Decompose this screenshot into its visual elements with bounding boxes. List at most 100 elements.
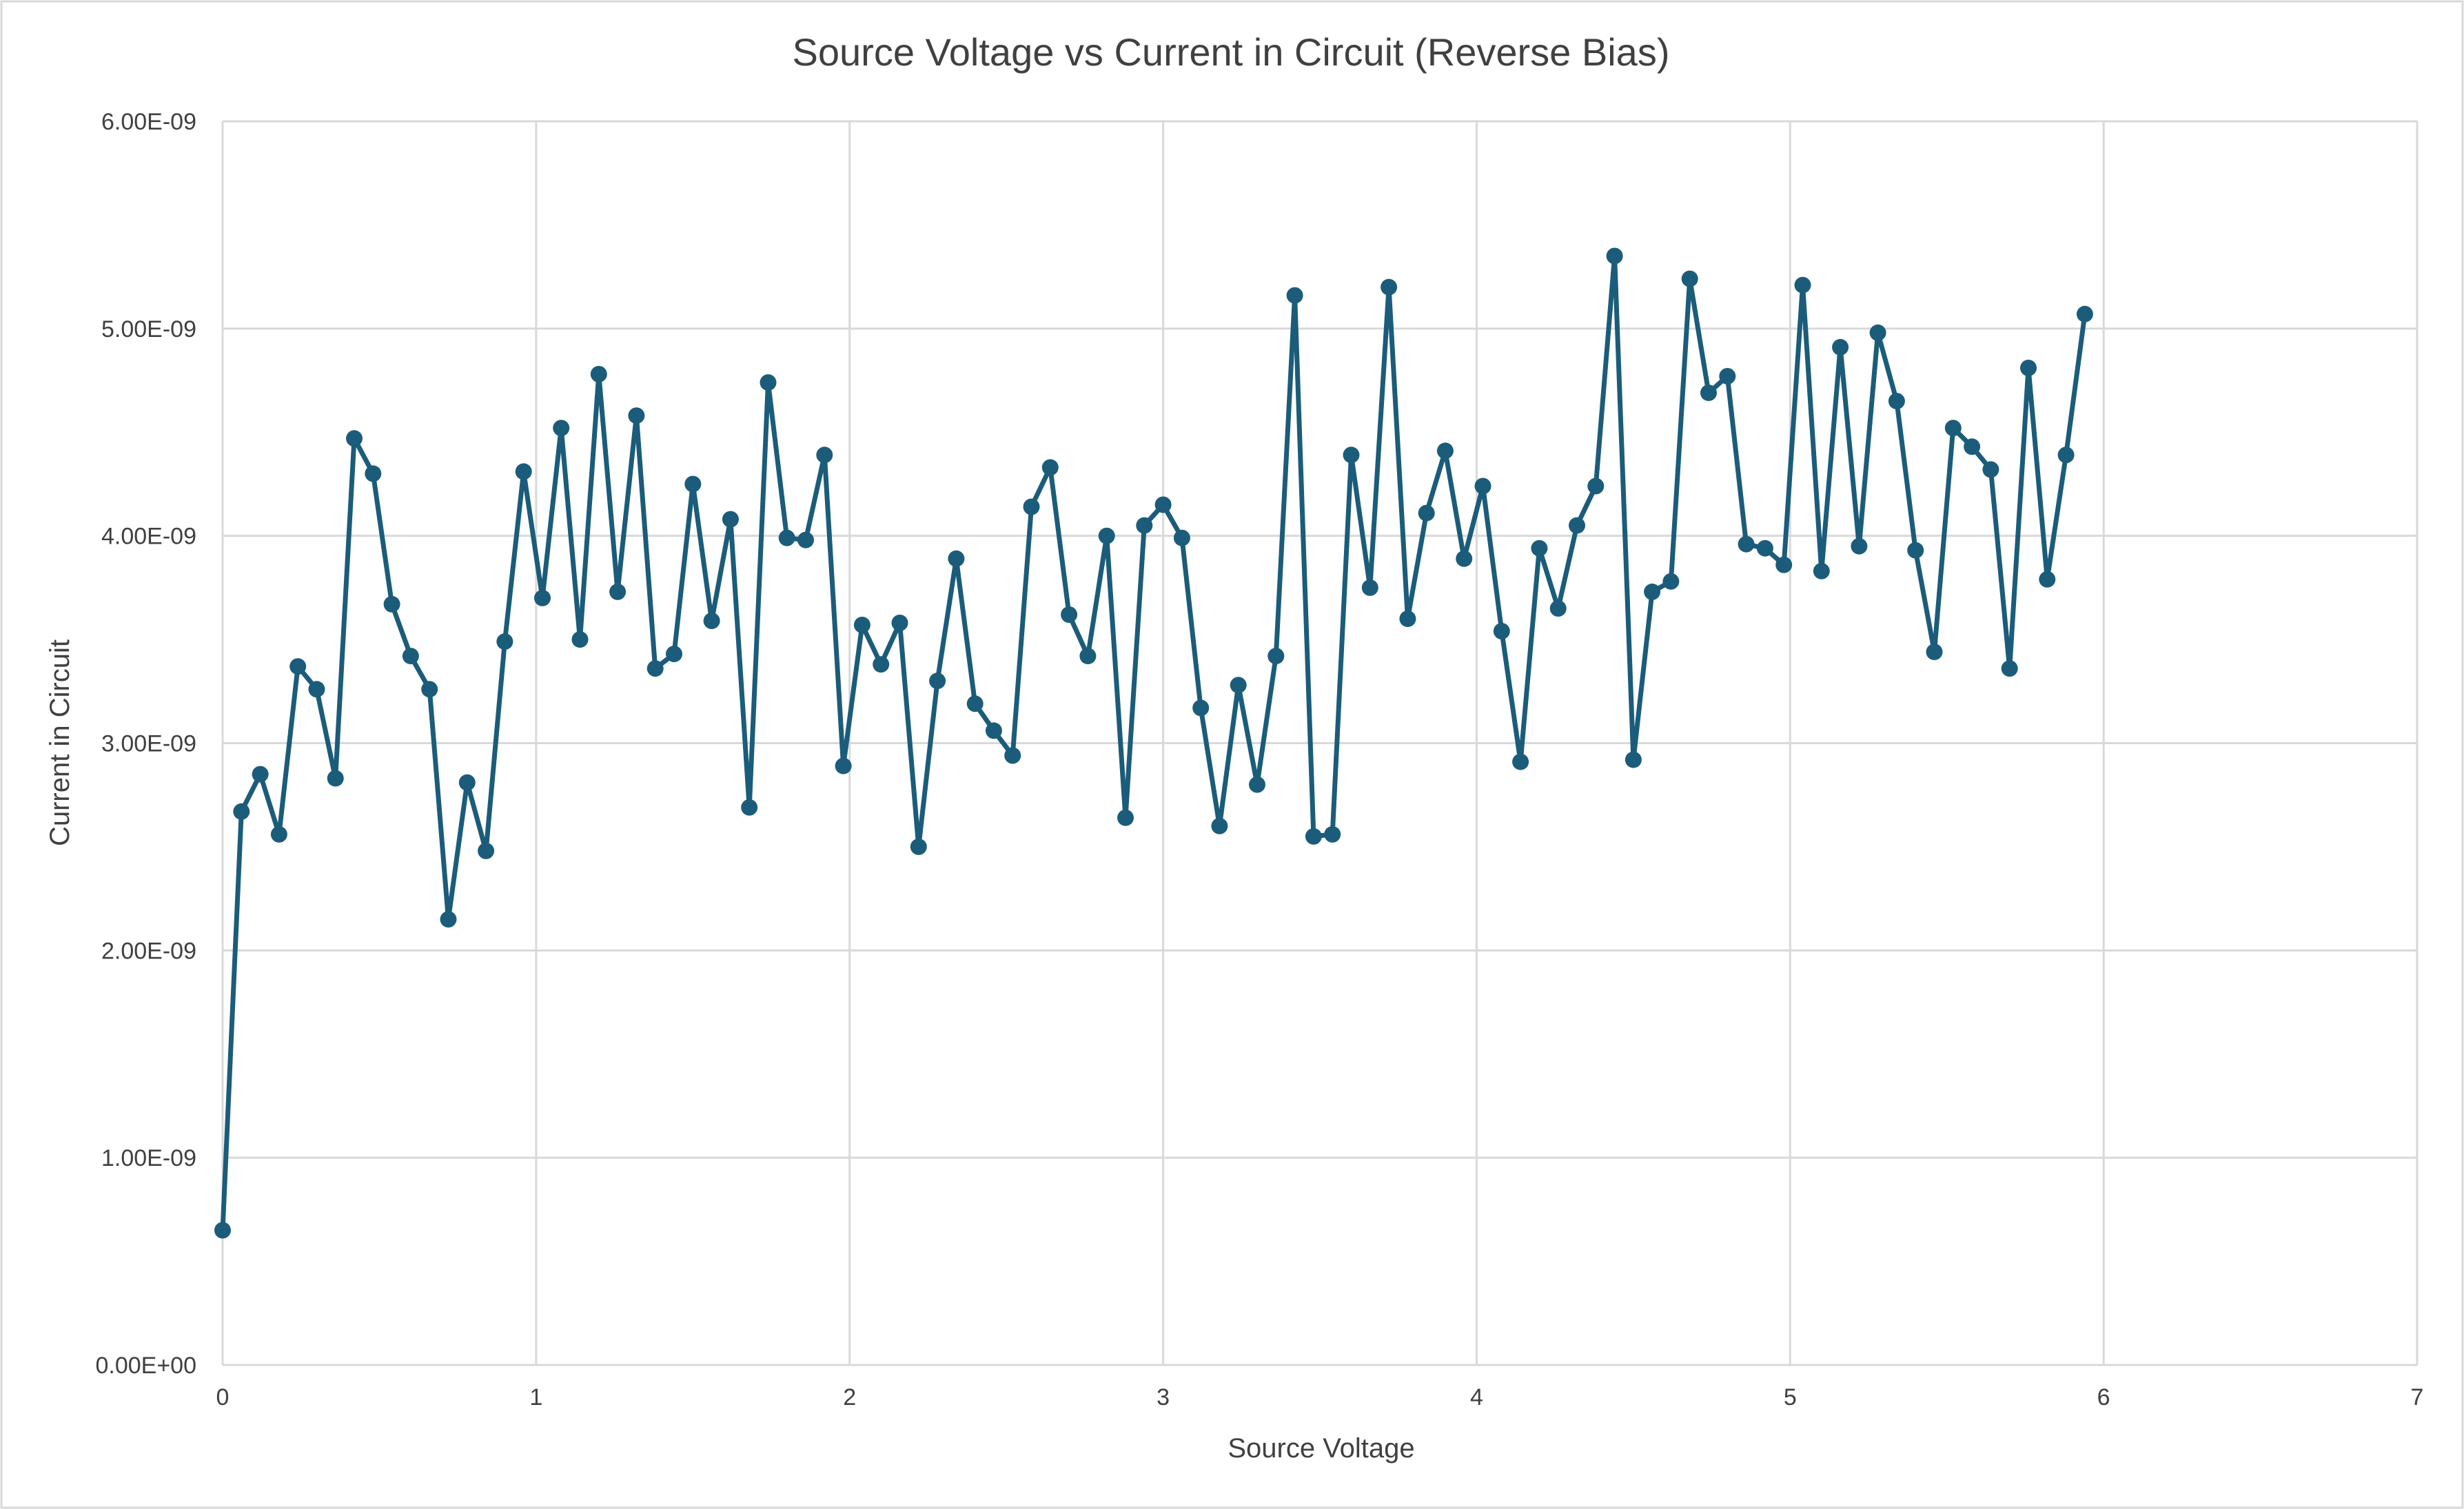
- data-point: [1512, 753, 1529, 770]
- data-point: [1456, 550, 1473, 567]
- data-point: [346, 430, 363, 447]
- y-tick-label: 5.00E-09: [101, 316, 196, 342]
- data-point: [1775, 556, 1793, 573]
- data-point: [684, 475, 702, 493]
- x-tick-label: 2: [843, 1384, 856, 1410]
- data-point: [741, 799, 758, 816]
- data-point: [1662, 573, 1680, 590]
- data-point: [308, 681, 325, 698]
- data-point: [1549, 600, 1567, 617]
- data-point: [1305, 828, 1322, 845]
- data-point: [1192, 699, 1210, 717]
- data-point: [2039, 571, 2056, 588]
- data-point: [1230, 677, 1247, 694]
- data-point: [1286, 287, 1303, 304]
- data-point: [1474, 478, 1491, 495]
- data-point: [1944, 420, 1962, 437]
- data-point: [929, 673, 946, 690]
- data-point: [365, 465, 382, 482]
- data-point: [2001, 660, 2018, 677]
- data-point: [1719, 368, 1736, 384]
- data-point: [1154, 496, 1172, 513]
- data-point: [1061, 606, 1078, 623]
- data-point: [1173, 529, 1190, 546]
- data-point: [458, 774, 476, 791]
- data-point: [1756, 540, 1773, 557]
- data-point: [590, 366, 607, 382]
- data-point: [760, 374, 777, 391]
- data-point: [1700, 384, 1717, 402]
- data-point: [1399, 610, 1416, 627]
- data-point: [270, 825, 287, 843]
- data-point: [214, 1222, 231, 1239]
- data-point: [910, 838, 927, 855]
- data-point: [985, 722, 1002, 739]
- data-point: [289, 658, 307, 675]
- data-point: [1098, 527, 1115, 544]
- data-point: [1964, 438, 1981, 455]
- x-tick-label: 4: [1470, 1384, 1483, 1410]
- data-point: [1436, 442, 1454, 460]
- data-point: [1794, 276, 1811, 294]
- data-point: [1832, 338, 1849, 356]
- data-point: [1211, 817, 1228, 834]
- data-point: [1625, 751, 1642, 768]
- data-point: [1004, 747, 1021, 764]
- data-point: [853, 617, 870, 633]
- data-point: [1249, 776, 1265, 793]
- data-point: [1869, 324, 1886, 341]
- x-tick-label: 5: [1784, 1384, 1797, 1410]
- data-point: [1381, 278, 1398, 296]
- x-axis-title: Source Voltage: [1228, 1433, 1414, 1464]
- x-tick-label: 3: [1157, 1384, 1170, 1410]
- data-point: [252, 766, 269, 783]
- y-tick-label: 1.00E-09: [101, 1145, 196, 1171]
- data-point: [1982, 461, 1999, 478]
- data-point: [571, 631, 589, 648]
- x-tick-label: 6: [2097, 1384, 2110, 1410]
- data-point: [1267, 648, 1285, 665]
- x-tick-label: 7: [2411, 1384, 2424, 1410]
- y-tick-label: 0.00E+00: [95, 1353, 196, 1379]
- data-point: [628, 407, 645, 424]
- data-point: [835, 757, 852, 774]
- data-point: [1531, 540, 1548, 557]
- data-point: [421, 681, 438, 698]
- data-point: [873, 656, 890, 673]
- series-line: [220, 254, 2088, 1233]
- data-point: [1117, 809, 1134, 826]
- data-point: [383, 595, 400, 613]
- data-point: [1644, 583, 1661, 600]
- data-point: [1907, 542, 1924, 559]
- series-group: [214, 247, 2093, 1239]
- data-point: [1079, 648, 1097, 665]
- data-point: [233, 803, 250, 820]
- data-point: [778, 529, 795, 546]
- data-point: [891, 615, 908, 631]
- data-point: [966, 695, 984, 712]
- data-point: [1851, 537, 1868, 555]
- y-tick-label: 3.00E-09: [101, 731, 196, 757]
- data-point: [1418, 504, 1435, 522]
- y-tick-label: 2.00E-09: [101, 938, 196, 964]
- data-point: [478, 842, 495, 859]
- data-point: [1569, 517, 1585, 534]
- y-tick-label: 6.00E-09: [101, 109, 196, 135]
- tick-labels: 0 1 2 3 4 5 6 7 0.00E+00 1.00E-09 2.00E-09 3.00E-09…: [95, 109, 2423, 1410]
- y-tick-label: 4.00E-09: [101, 524, 196, 550]
- data-point: [1888, 393, 1905, 410]
- data-point: [1023, 498, 1040, 515]
- chart-title: Source Voltage vs Current in Circuit (Re…: [793, 30, 1670, 74]
- x-tick-label: 0: [216, 1384, 230, 1410]
- data-point: [1681, 270, 1698, 287]
- data-point: [327, 770, 344, 787]
- data-point: [797, 531, 814, 548]
- data-point: [703, 613, 720, 629]
- data-point: [666, 646, 682, 663]
- axes: [221, 121, 2417, 1366]
- data-point: [515, 463, 532, 480]
- data-point: [1361, 579, 1378, 596]
